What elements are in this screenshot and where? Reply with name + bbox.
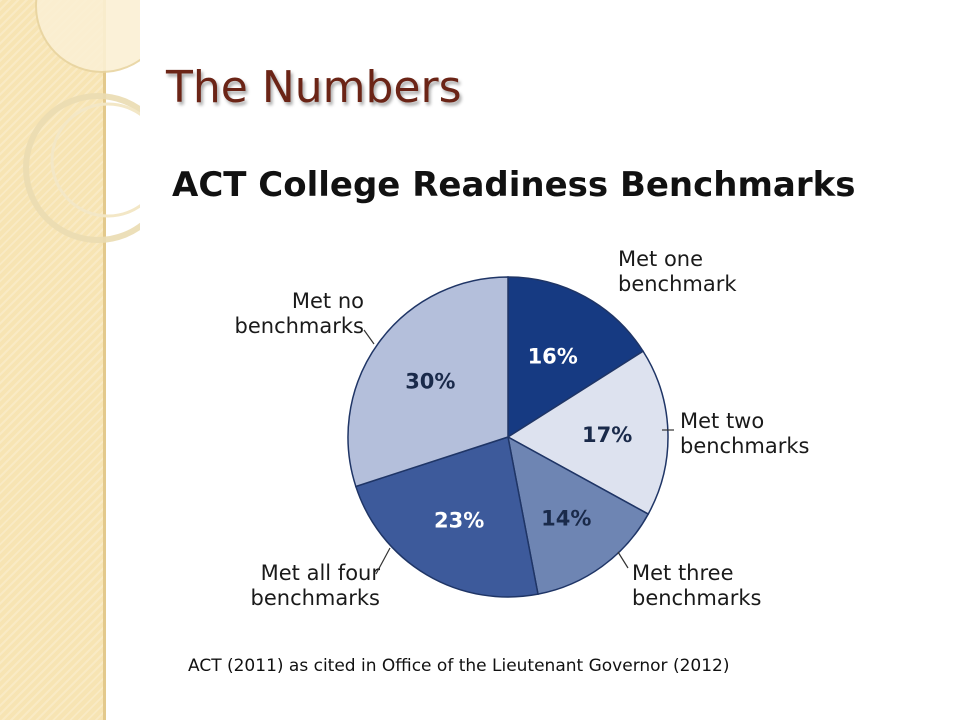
slice-percent-label: 14% bbox=[541, 506, 591, 530]
pie-slice bbox=[347, 276, 509, 488]
slice-category-label: Met two benchmarks bbox=[680, 409, 809, 458]
pie-slice bbox=[507, 276, 645, 439]
slide-title: The Numbers bbox=[166, 62, 462, 113]
leader-line bbox=[363, 329, 375, 345]
slice-category-label: Met one benchmark bbox=[618, 247, 737, 296]
source-citation: ACT (2011) as cited in Office of the Lie… bbox=[188, 656, 730, 676]
slice-category-label: Met no benchmarks bbox=[235, 289, 364, 338]
leader-line bbox=[375, 547, 391, 575]
pie-slice bbox=[354, 436, 539, 598]
decorative-side-band bbox=[0, 0, 106, 720]
decorative-circles bbox=[23, 0, 140, 243]
leader-line bbox=[617, 551, 629, 569]
slice-percent-label: 16% bbox=[528, 345, 578, 369]
slice-percent-label: 30% bbox=[405, 370, 455, 394]
slice-percent-label: 23% bbox=[434, 509, 484, 533]
pie-slice bbox=[506, 350, 669, 516]
chart-subtitle: ACT College Readiness Benchmarks bbox=[172, 165, 856, 205]
slice-percent-label: 17% bbox=[582, 423, 632, 447]
pie-chart: 16% Met one benchmark 17% Met two benchmarks 1… bbox=[235, 247, 810, 610]
slice-category-label: Met all four benchmarks bbox=[251, 561, 381, 610]
pie-slice bbox=[506, 435, 650, 596]
slice-category-label: Met three benchmarks bbox=[632, 561, 761, 610]
